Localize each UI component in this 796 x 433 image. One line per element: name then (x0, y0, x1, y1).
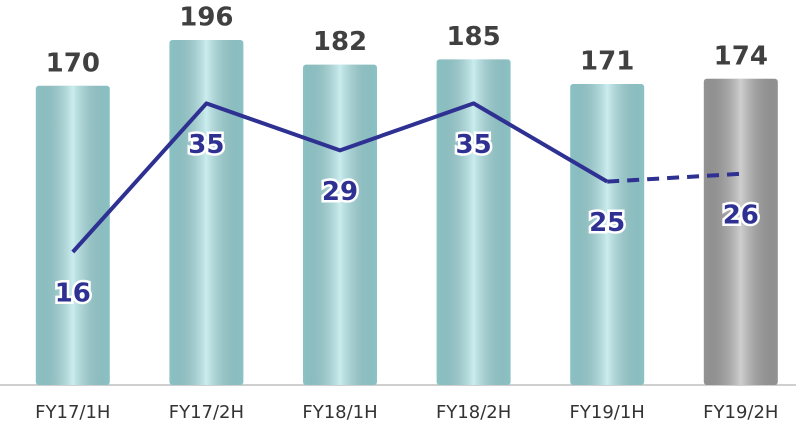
line-value-label: 16 (55, 279, 91, 309)
bar-value-label: 170 (46, 48, 100, 78)
line-value-label: 26 (723, 200, 759, 230)
bar-shade (703, 78, 778, 385)
bar-value-label: 185 (446, 22, 500, 52)
x-tick-label: FY18/1H (302, 402, 377, 423)
line (71, 101, 609, 254)
line-value-label: 35 (188, 130, 224, 160)
bar-shade (436, 59, 511, 386)
line-value-label: 29 (322, 177, 358, 207)
x-tick-label: FY18/2H (436, 402, 511, 423)
bar-value-label: 196 (179, 3, 233, 33)
bar-shade (303, 64, 377, 386)
x-tick-label: FY17/1H (35, 402, 110, 423)
x-tick-label: FY19/2H (703, 402, 778, 423)
line-value-label: 35 (456, 130, 492, 160)
line-value-label: 25 (589, 208, 625, 238)
bar-shade (35, 85, 110, 386)
bar-shade (169, 40, 244, 385)
line-dashed (607, 171, 741, 184)
bar-value-label: 171 (580, 47, 634, 77)
bar-shade (570, 84, 645, 385)
bar-value-label: 182 (313, 27, 367, 57)
x-tick-label: FY19/1H (570, 402, 645, 423)
bar-value-label: 174 (714, 41, 768, 71)
x-tick-label: FY17/2H (169, 402, 244, 423)
